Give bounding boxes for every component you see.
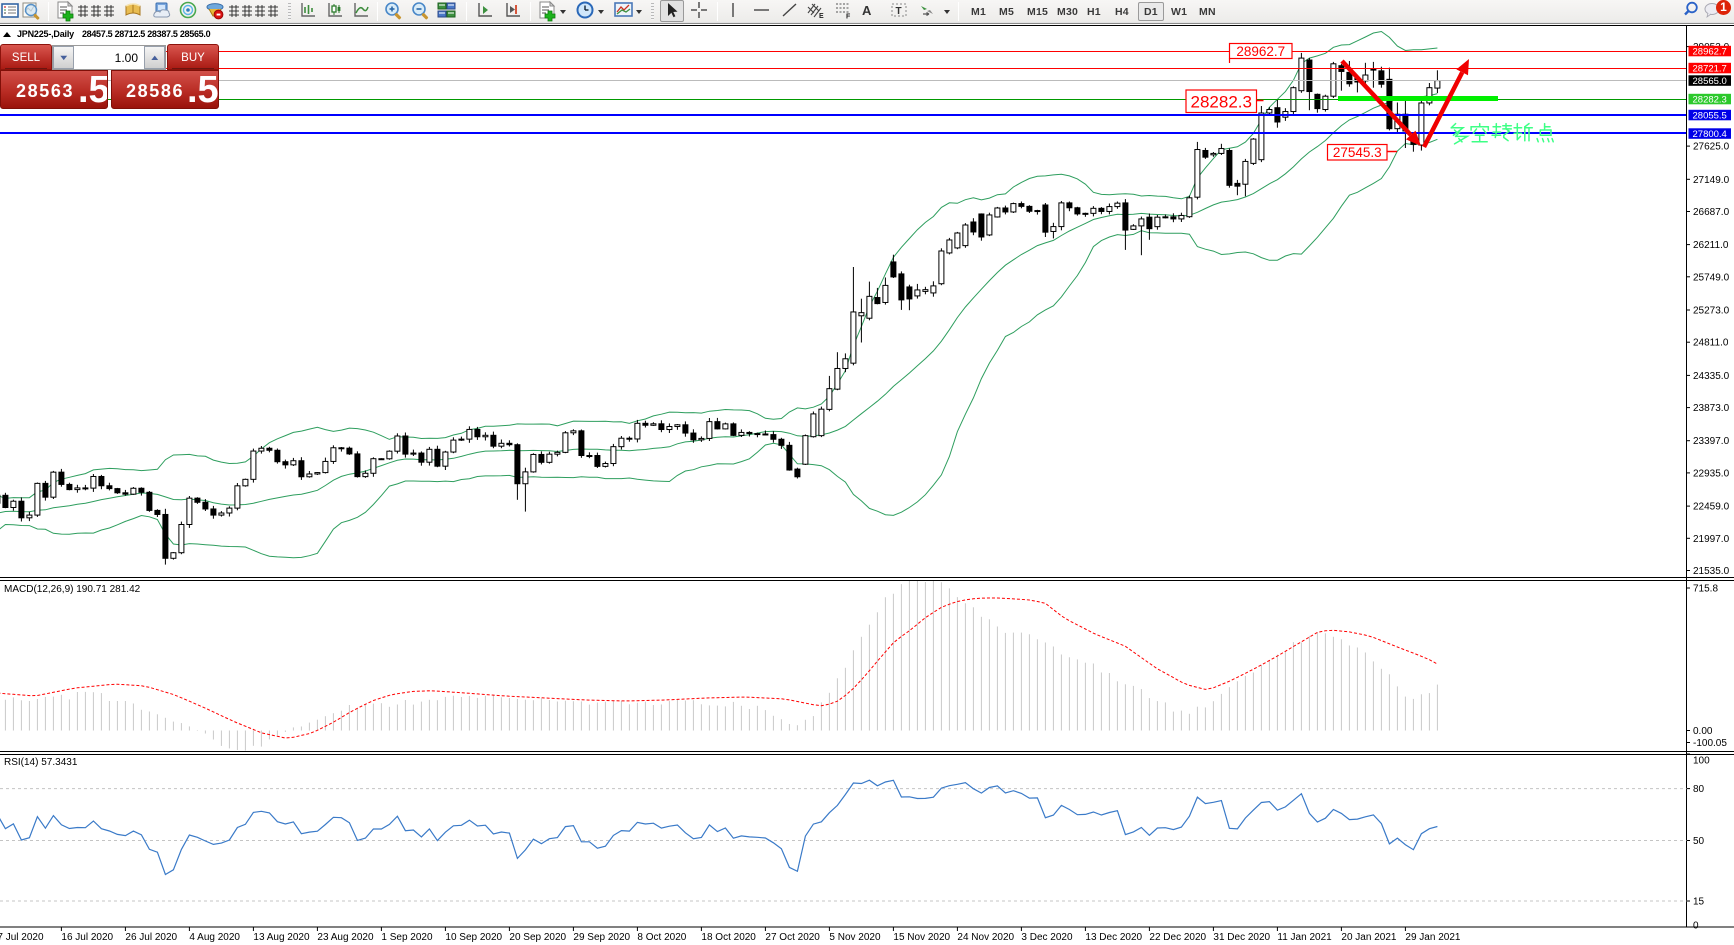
svg-text:23397.0: 23397.0 xyxy=(1693,436,1730,447)
svg-text:RSI(14) 57.3431: RSI(14) 57.3431 xyxy=(4,757,78,768)
svg-text:15: 15 xyxy=(1693,897,1705,908)
svg-text:4 Aug 2020: 4 Aug 2020 xyxy=(189,932,240,943)
svg-text:27545.3: 27545.3 xyxy=(1333,145,1382,160)
svg-text:22459.0: 22459.0 xyxy=(1693,502,1730,513)
svg-text:28282.3: 28282.3 xyxy=(1693,95,1727,106)
svg-text:28282.3: 28282.3 xyxy=(1191,92,1252,111)
svg-text:80: 80 xyxy=(1693,784,1705,795)
svg-text:26211.0: 26211.0 xyxy=(1693,240,1729,251)
svg-text:28962.7: 28962.7 xyxy=(1236,44,1285,59)
svg-text:715.8: 715.8 xyxy=(1693,584,1718,595)
svg-text:-100.05: -100.05 xyxy=(1693,738,1727,749)
svg-text:28565.0: 28565.0 xyxy=(1693,76,1727,87)
svg-text:27149.0: 27149.0 xyxy=(1693,175,1730,186)
svg-text:23873.0: 23873.0 xyxy=(1693,403,1730,414)
svg-text:28055.5: 28055.5 xyxy=(1693,111,1727,122)
svg-text:1 Sep 2020: 1 Sep 2020 xyxy=(381,932,433,943)
svg-text:25273.0: 25273.0 xyxy=(1693,306,1730,317)
svg-text:8 Oct 2020: 8 Oct 2020 xyxy=(637,932,686,943)
svg-text:27 Oct 2020: 27 Oct 2020 xyxy=(765,932,820,943)
svg-text:16 Jul 2020: 16 Jul 2020 xyxy=(61,932,113,943)
svg-text:20 Jan 2021: 20 Jan 2021 xyxy=(1341,932,1396,943)
svg-text:23 Aug 2020: 23 Aug 2020 xyxy=(317,932,374,943)
svg-text:27625.0: 27625.0 xyxy=(1693,142,1730,153)
svg-text:29 Jan 2021: 29 Jan 2021 xyxy=(1405,932,1460,943)
svg-text:24335.0: 24335.0 xyxy=(1693,371,1730,382)
svg-text:50: 50 xyxy=(1693,836,1705,847)
svg-text:25749.0: 25749.0 xyxy=(1693,272,1730,283)
svg-text:0: 0 xyxy=(1693,921,1699,932)
svg-text:15 Nov 2020: 15 Nov 2020 xyxy=(893,932,950,943)
svg-text:7 Jul 2020: 7 Jul 2020 xyxy=(0,932,44,943)
svg-text:T: T xyxy=(896,6,902,17)
svg-text:13 Dec 2020: 13 Dec 2020 xyxy=(1085,932,1142,943)
svg-text:22 Dec 2020: 22 Dec 2020 xyxy=(1149,932,1206,943)
svg-text:E: E xyxy=(819,13,824,20)
svg-text:3 Dec 2020: 3 Dec 2020 xyxy=(1021,932,1073,943)
svg-text:21997.0: 21997.0 xyxy=(1693,534,1730,545)
svg-text:22935.0: 22935.0 xyxy=(1693,468,1730,479)
svg-text:100: 100 xyxy=(1693,756,1710,767)
svg-text:24811.0: 24811.0 xyxy=(1693,338,1729,349)
svg-text:26 Jul 2020: 26 Jul 2020 xyxy=(125,932,177,943)
svg-text:28962.7: 28962.7 xyxy=(1693,47,1727,58)
svg-text:29 Sep 2020: 29 Sep 2020 xyxy=(573,932,630,943)
svg-text:MACD(12,26,9) 190.71 281.42: MACD(12,26,9) 190.71 281.42 xyxy=(4,584,141,595)
svg-text:5 Nov 2020: 5 Nov 2020 xyxy=(829,932,881,943)
svg-text:0.00: 0.00 xyxy=(1693,726,1713,737)
svg-text:27800.4: 27800.4 xyxy=(1693,129,1727,140)
svg-text:18 Oct 2020: 18 Oct 2020 xyxy=(701,932,756,943)
svg-text:F: F xyxy=(846,14,851,21)
svg-text:11 Jan 2021: 11 Jan 2021 xyxy=(1277,932,1332,943)
svg-text:10 Sep 2020: 10 Sep 2020 xyxy=(445,932,502,943)
svg-text:13 Aug 2020: 13 Aug 2020 xyxy=(253,932,310,943)
svg-text:21535.0: 21535.0 xyxy=(1693,566,1730,577)
svg-text:20 Sep 2020: 20 Sep 2020 xyxy=(509,932,566,943)
svg-text:26687.0: 26687.0 xyxy=(1693,207,1730,218)
svg-text:31 Dec 2020: 31 Dec 2020 xyxy=(1213,932,1270,943)
svg-text:24 Nov 2020: 24 Nov 2020 xyxy=(957,932,1014,943)
svg-text:28721.7: 28721.7 xyxy=(1693,64,1727,75)
